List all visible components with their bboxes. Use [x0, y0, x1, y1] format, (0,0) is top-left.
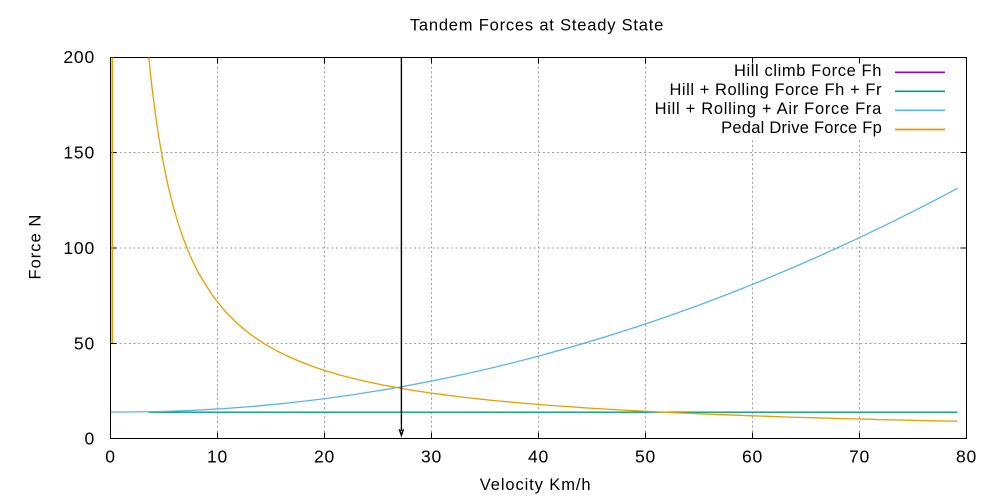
svg-text:80: 80 [956, 447, 977, 467]
svg-text:70: 70 [849, 447, 870, 467]
svg-text:0: 0 [84, 429, 95, 449]
svg-text:20: 20 [314, 447, 335, 467]
svg-text:50: 50 [635, 447, 656, 467]
svg-text:Pedal Drive Force Fp: Pedal Drive Force Fp [721, 119, 882, 137]
svg-text:200: 200 [63, 47, 95, 67]
svg-text:Tandem Forces at Steady State: Tandem Forces at Steady State [410, 17, 664, 35]
svg-text:Force N: Force N [27, 214, 45, 280]
svg-text:10: 10 [207, 447, 228, 467]
svg-text:50: 50 [74, 334, 95, 354]
svg-text:0: 0 [105, 447, 116, 467]
svg-text:Hill + Rolling + Air Force Fra: Hill + Rolling + Air Force Fra [655, 100, 882, 118]
svg-text:100: 100 [63, 238, 95, 258]
svg-text:Velocity Km/h: Velocity Km/h [480, 476, 592, 494]
svg-text:150: 150 [63, 143, 95, 163]
svg-text:60: 60 [742, 447, 763, 467]
svg-text:40: 40 [528, 447, 549, 467]
svg-text:30: 30 [421, 447, 442, 467]
svg-text:Hill climb Force Fh: Hill climb Force Fh [734, 62, 882, 80]
svg-text:Hill + Rolling Force Fh + Fr: Hill + Rolling Force Fh + Fr [669, 81, 882, 99]
